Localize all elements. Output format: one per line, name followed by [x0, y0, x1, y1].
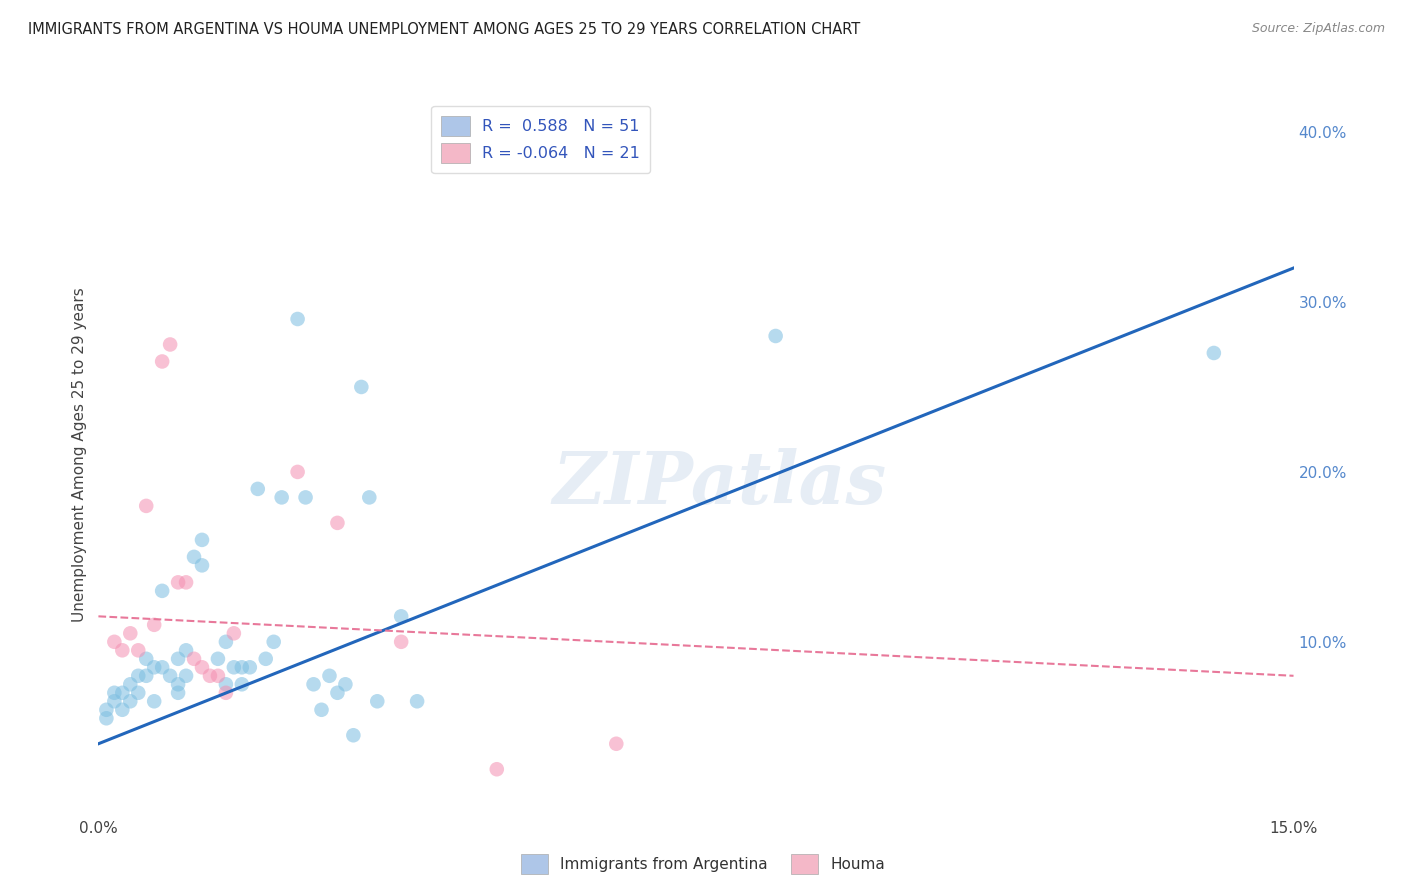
Point [159, 669, 181, 683]
Point [246, 482, 269, 496]
Point [287, 465, 309, 479]
Point [311, 703, 333, 717]
Point [318, 669, 340, 683]
Point [485, 762, 508, 776]
Point [239, 660, 262, 674]
Y-axis label: Unemployment Among Ages 25 to 29 years: Unemployment Among Ages 25 to 29 years [72, 287, 87, 623]
Legend: Immigrants from Argentina, Houma: Immigrants from Argentina, Houma [515, 848, 891, 880]
Point [143, 694, 166, 708]
Point [207, 652, 229, 666]
Point [143, 617, 166, 632]
Point [174, 669, 197, 683]
Point [167, 575, 190, 590]
Point [605, 737, 627, 751]
Legend: R =  0.588   N = 51, R = -0.064   N = 21: R = 0.588 N = 51, R = -0.064 N = 21 [432, 106, 650, 173]
Point [270, 491, 292, 505]
Point [366, 694, 388, 708]
Point [263, 635, 285, 649]
Point [406, 694, 429, 708]
Point [135, 652, 157, 666]
Point [159, 337, 181, 351]
Point [765, 329, 787, 343]
Point [183, 652, 205, 666]
Point [167, 677, 190, 691]
Point [215, 686, 238, 700]
Point [342, 728, 364, 742]
Point [231, 677, 253, 691]
Point [120, 677, 142, 691]
Point [222, 660, 245, 674]
Point [143, 660, 166, 674]
Point [326, 516, 349, 530]
Point [167, 652, 190, 666]
Point [215, 677, 238, 691]
Point [103, 635, 125, 649]
Point [389, 635, 412, 649]
Point [174, 575, 197, 590]
Point [103, 686, 125, 700]
Point [150, 354, 173, 368]
Point [150, 660, 173, 674]
Point [191, 660, 214, 674]
Point [335, 677, 357, 691]
Point [207, 669, 229, 683]
Point [389, 609, 412, 624]
Point [111, 703, 134, 717]
Point [135, 669, 157, 683]
Point [96, 711, 118, 725]
Point [302, 677, 325, 691]
Point [111, 643, 134, 657]
Text: ZIPatlas: ZIPatlas [553, 448, 887, 519]
Point [231, 660, 253, 674]
Point [127, 643, 149, 657]
Point [183, 549, 205, 564]
Point [111, 686, 134, 700]
Point [127, 686, 149, 700]
Point [191, 533, 214, 547]
Point [127, 669, 149, 683]
Text: IMMIGRANTS FROM ARGENTINA VS HOUMA UNEMPLOYMENT AMONG AGES 25 TO 29 YEARS CORREL: IMMIGRANTS FROM ARGENTINA VS HOUMA UNEMP… [28, 22, 860, 37]
Point [174, 643, 197, 657]
Point [96, 703, 118, 717]
Point [215, 635, 238, 649]
Point [222, 626, 245, 640]
Point [1202, 346, 1225, 360]
Point [120, 626, 142, 640]
Point [191, 558, 214, 573]
Point [120, 694, 142, 708]
Point [150, 583, 173, 598]
Point [287, 312, 309, 326]
Point [167, 686, 190, 700]
Text: Source: ZipAtlas.com: Source: ZipAtlas.com [1251, 22, 1385, 36]
Point [103, 694, 125, 708]
Point [359, 491, 381, 505]
Point [198, 669, 221, 683]
Point [254, 652, 277, 666]
Point [294, 491, 316, 505]
Point [350, 380, 373, 394]
Point [135, 499, 157, 513]
Point [326, 686, 349, 700]
